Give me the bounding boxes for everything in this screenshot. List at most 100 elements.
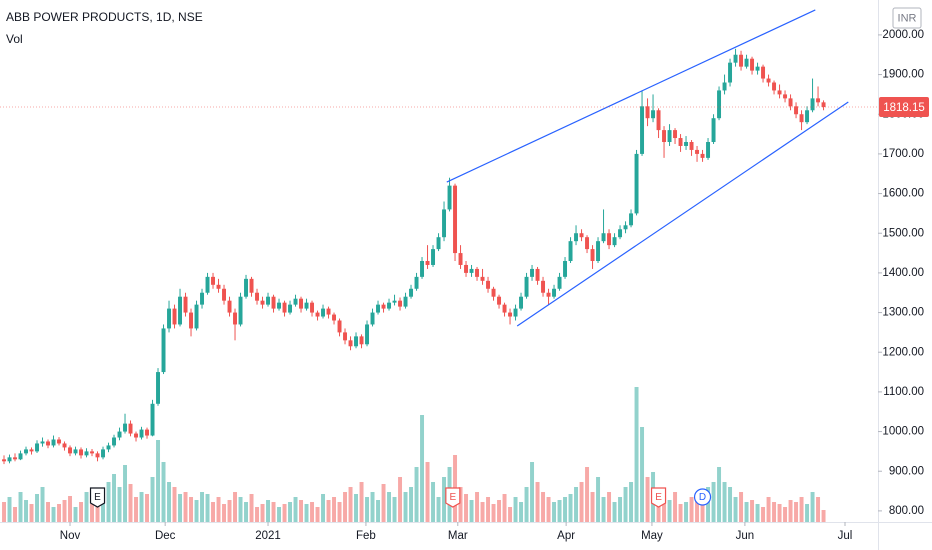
trend-line xyxy=(516,101,849,327)
y-tick-label: 1200.00 xyxy=(882,346,924,358)
volume-bar xyxy=(689,497,694,522)
candle-body xyxy=(62,443,67,448)
event-label[interactable]: D xyxy=(699,492,706,503)
candle-body xyxy=(491,288,496,297)
candle-body xyxy=(139,429,144,438)
volume-bar xyxy=(2,502,6,522)
candle-body xyxy=(634,153,639,214)
candle-body xyxy=(717,90,722,119)
candle-body xyxy=(145,429,150,436)
candle-body xyxy=(579,233,584,238)
candle-body xyxy=(354,336,359,347)
candle-body xyxy=(13,457,17,460)
volume-bar xyxy=(354,494,359,522)
volume-bar xyxy=(13,507,17,522)
volume-bar xyxy=(156,440,161,522)
candle-body xyxy=(84,451,89,456)
candle-body xyxy=(629,213,634,226)
volume-bar xyxy=(436,497,441,522)
trend-line xyxy=(446,9,816,183)
volume-bar xyxy=(684,502,689,522)
candle-body xyxy=(150,403,155,436)
volume-bar xyxy=(35,494,39,522)
volume-bar xyxy=(590,492,595,522)
dividend-marker[interactable] xyxy=(693,488,712,506)
volume-bar xyxy=(222,504,227,522)
earnings-marker[interactable] xyxy=(89,487,106,508)
candle-body xyxy=(227,300,232,313)
volume-bar xyxy=(244,502,249,522)
candle-body xyxy=(24,449,28,454)
candle-body xyxy=(222,288,227,301)
x-tick-label: Apr xyxy=(557,530,575,542)
candle-body xyxy=(117,431,122,438)
candle-body xyxy=(497,296,502,305)
volume-bar xyxy=(524,487,529,522)
volume-bar xyxy=(513,497,518,522)
candle-body xyxy=(794,106,799,115)
candle-body xyxy=(689,142,694,150)
candle-body xyxy=(673,130,678,139)
candle-body xyxy=(332,314,337,321)
volume-bar xyxy=(497,500,502,522)
volume-bar xyxy=(585,467,590,522)
y-tick-label: 1000.00 xyxy=(882,426,924,438)
x-tick-label: Dec xyxy=(155,530,176,542)
candle-body xyxy=(557,276,562,289)
candle-body xyxy=(370,312,375,325)
earnings-marker[interactable] xyxy=(650,487,667,508)
currency-label[interactable]: INR xyxy=(898,12,917,24)
volume-bar xyxy=(238,497,243,522)
currency-box[interactable] xyxy=(892,7,922,29)
candle-body xyxy=(475,268,480,277)
candle-body xyxy=(524,276,529,297)
candle-body xyxy=(722,82,727,91)
candle-body xyxy=(68,447,72,454)
candle-body xyxy=(662,130,667,143)
volume-bar xyxy=(403,492,408,522)
event-label[interactable]: E xyxy=(655,492,662,503)
candle-body xyxy=(266,296,271,305)
candle-body xyxy=(112,437,116,446)
candle-body xyxy=(420,261,425,277)
candle-body xyxy=(376,304,381,313)
candle-body xyxy=(766,78,771,83)
candle-body xyxy=(392,300,397,303)
candle-body xyxy=(337,320,342,333)
candle-body xyxy=(277,302,282,309)
candle-body xyxy=(640,106,645,154)
y-tick-label: 1900.00 xyxy=(882,69,924,81)
volume-bar xyxy=(480,502,485,522)
candle-body xyxy=(552,288,557,297)
candle-body xyxy=(200,292,205,305)
volume-bar xyxy=(73,507,78,522)
candle-body xyxy=(530,268,535,277)
volume-bar xyxy=(145,494,150,522)
candle-body xyxy=(645,106,650,119)
volume-bar xyxy=(128,484,133,522)
volume-bar xyxy=(711,482,716,522)
x-tick-label: Nov xyxy=(60,530,81,542)
candle-body xyxy=(414,276,419,289)
candle-body xyxy=(101,449,105,458)
candle-body xyxy=(706,142,711,158)
earnings-marker[interactable] xyxy=(445,487,461,508)
event-label[interactable]: E xyxy=(449,492,456,503)
candle-body xyxy=(601,233,606,242)
candle-body xyxy=(508,312,513,317)
volume-bar xyxy=(464,494,469,522)
y-tick-label: 2000.00 xyxy=(882,29,924,41)
candle-body xyxy=(205,276,210,293)
volume-bar xyxy=(134,497,139,522)
volume-bar xyxy=(552,502,557,522)
candle-body xyxy=(667,130,672,143)
volume-bar xyxy=(359,482,364,522)
candle-body xyxy=(348,340,353,347)
event-label[interactable]: E xyxy=(94,492,101,503)
candle-body xyxy=(596,241,601,261)
volume-bar xyxy=(293,497,298,522)
volume-bar xyxy=(750,500,755,522)
volume-bar xyxy=(706,487,711,522)
candle-body xyxy=(216,284,221,289)
candle-body xyxy=(293,298,298,305)
